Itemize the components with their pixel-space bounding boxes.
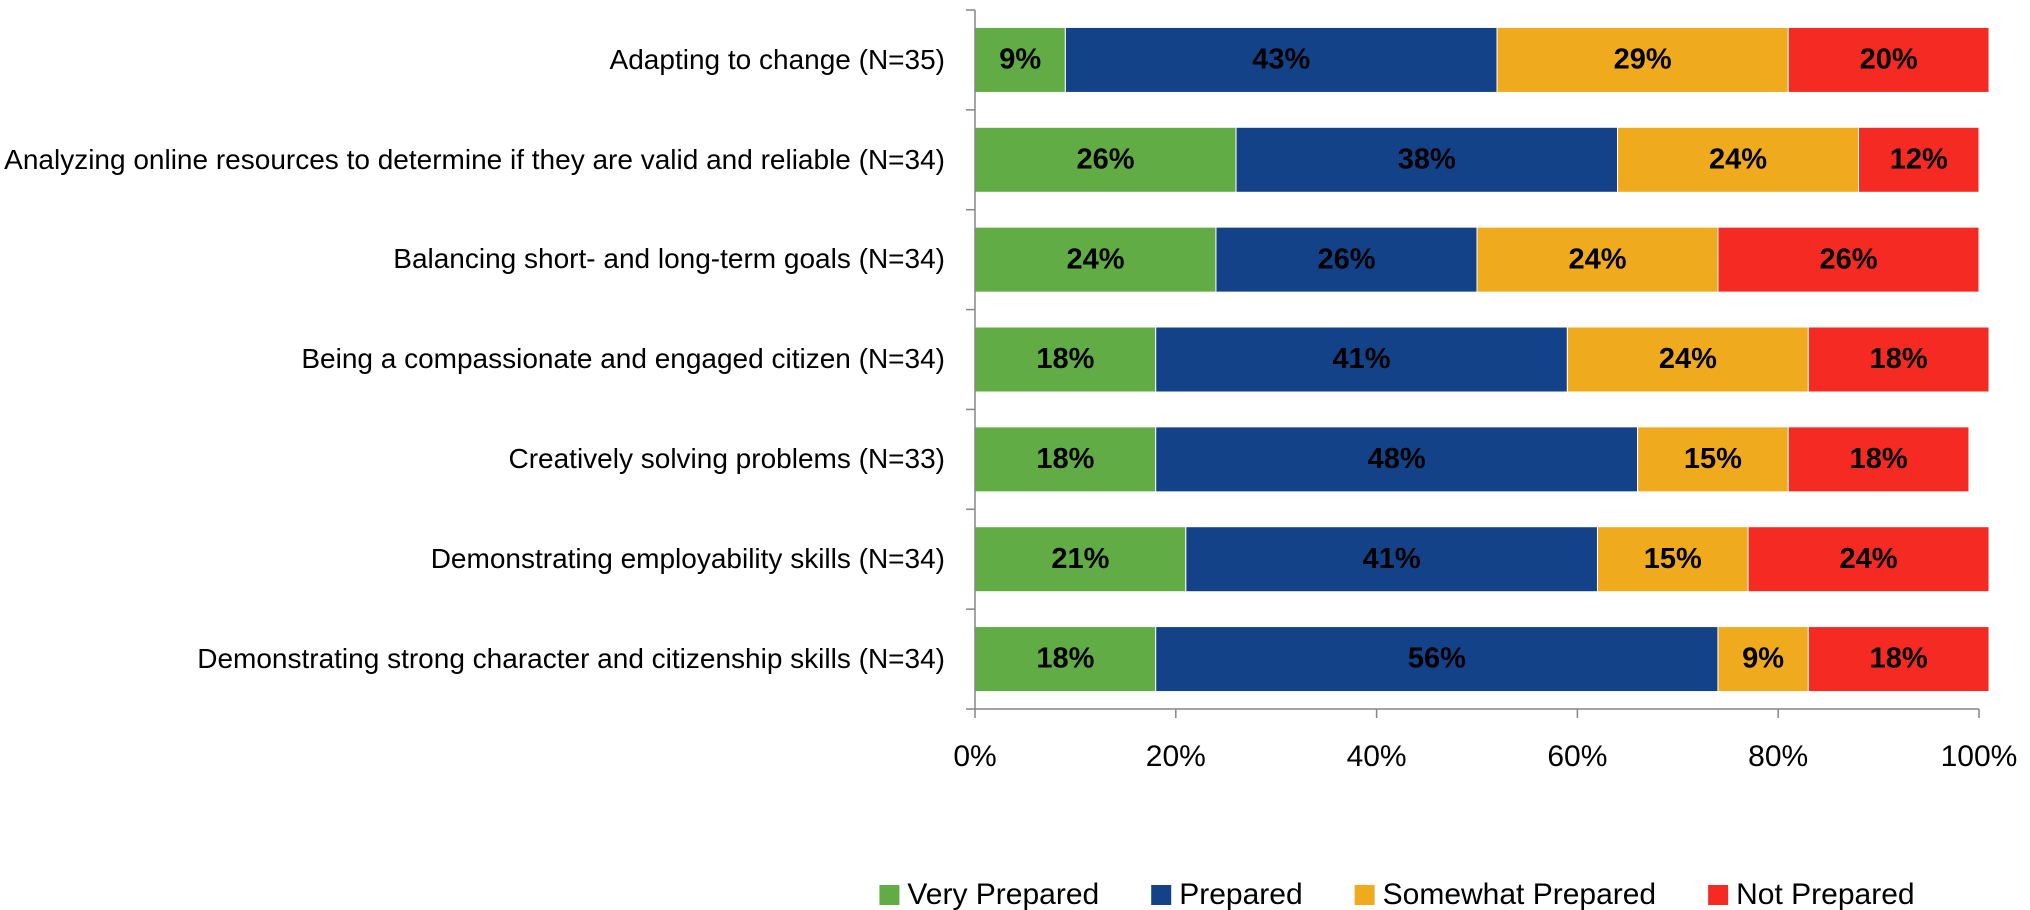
- bar-segment: [974, 126, 1237, 193]
- bar-segment: [1496, 26, 1789, 93]
- category-label: Analyzing online resources to determine …: [4, 143, 945, 175]
- bar-segment: [974, 326, 1157, 393]
- bar-segment: [1807, 326, 1990, 393]
- data-label: 24%: [1568, 243, 1626, 275]
- legend-label: Very Prepared: [907, 878, 1099, 910]
- data-label: 18%: [1870, 643, 1928, 675]
- category-label: Adapting to change (N=35): [609, 43, 945, 75]
- bar-segment: [1155, 426, 1639, 493]
- x-tick-label: 100%: [1941, 740, 2018, 773]
- bar-segment: [1637, 426, 1789, 493]
- bar-segment: [1185, 526, 1598, 593]
- data-label: 18%: [1870, 343, 1928, 375]
- category-label: Creatively solving problems (N=33): [508, 443, 945, 475]
- category-label: Being a compassionate and engaged citize…: [301, 343, 945, 375]
- category-label-box: Being a compassionate and engaged citize…: [301, 343, 945, 375]
- legend-label: Not Prepared: [1736, 878, 1914, 910]
- data-label: 21%: [1051, 543, 1109, 575]
- data-label: 41%: [1333, 343, 1391, 375]
- data-label: 24%: [1659, 343, 1717, 375]
- data-label: 24%: [1840, 543, 1898, 575]
- category-label-box: Demonstrating strong character and citiz…: [197, 642, 945, 674]
- bar-segment: [1155, 326, 1568, 393]
- data-label: 56%: [1408, 643, 1466, 675]
- bar-segment: [974, 526, 1187, 593]
- bar-segment: [1617, 126, 1860, 193]
- x-tick-label: 60%: [1547, 740, 1607, 773]
- data-label: 26%: [1076, 143, 1134, 175]
- category-label-box: Adapting to change (N=35): [609, 43, 945, 75]
- legend-swatch: [1354, 885, 1375, 905]
- bar-segment: [1566, 326, 1809, 393]
- bar-segment: [1596, 526, 1749, 593]
- legend-swatch: [1708, 885, 1729, 905]
- data-label: 26%: [1317, 243, 1375, 275]
- bar-segment: [1858, 126, 1980, 193]
- x-tick-label: 0%: [953, 740, 996, 773]
- data-label: 12%: [1890, 143, 1948, 175]
- bar-segment: [974, 626, 1157, 693]
- bar-segment: [1747, 526, 1990, 593]
- bar-segment: [974, 426, 1157, 493]
- bar-segment: [1064, 26, 1498, 93]
- data-label: 26%: [1819, 243, 1877, 275]
- legend-swatch: [879, 885, 900, 905]
- data-label: 9%: [1742, 643, 1784, 675]
- bar-segment: [1717, 626, 1809, 693]
- legend-swatch: [1151, 885, 1172, 905]
- category-label: Demonstrating strong character and citiz…: [197, 642, 945, 674]
- data-label: 18%: [1036, 343, 1094, 375]
- bar-segment: [1215, 226, 1478, 293]
- data-label: 18%: [1850, 443, 1908, 475]
- data-label: 29%: [1614, 44, 1672, 76]
- bar-segment: [1787, 26, 1990, 93]
- data-label: 9%: [999, 44, 1041, 76]
- data-label: 41%: [1363, 543, 1421, 575]
- data-label: 48%: [1368, 443, 1426, 475]
- category-label-box: Balancing short- and long-term goals (N=…: [393, 243, 945, 275]
- category-label-box: Demonstrating employability skills (N=34…: [430, 543, 945, 574]
- x-tick-label: 40%: [1347, 740, 1407, 773]
- legend: Very Prepared Prepared Somewhat Prepared No…: [879, 878, 1915, 910]
- category-label-box: Analyzing online resources to determine …: [4, 143, 945, 175]
- bar-segment: [1807, 626, 1990, 693]
- x-tick-label: 20%: [1146, 740, 1206, 773]
- data-label: 18%: [1036, 643, 1094, 675]
- data-label: 15%: [1644, 543, 1702, 575]
- category-label: Balancing short- and long-term goals (N=…: [393, 243, 945, 275]
- bar-segment: [1787, 426, 1970, 493]
- legend-label: Prepared: [1179, 878, 1302, 910]
- data-label: 43%: [1252, 44, 1310, 76]
- data-label: 24%: [1709, 143, 1767, 175]
- bar-segment: [1717, 226, 1980, 293]
- category-label-box: Creatively solving problems (N=33): [508, 443, 945, 475]
- data-label: 24%: [1066, 243, 1124, 275]
- data-label: 20%: [1860, 44, 1918, 76]
- bar-segment: [974, 26, 1066, 93]
- data-label: 38%: [1398, 143, 1456, 175]
- legend-label: Somewhat Prepared: [1383, 878, 1657, 910]
- x-tick-label: 80%: [1748, 740, 1808, 773]
- data-label: 15%: [1684, 443, 1742, 475]
- data-label: 18%: [1036, 443, 1094, 475]
- bar-segment: [1235, 126, 1619, 193]
- category-label: Demonstrating employability skills (N=34…: [430, 543, 945, 574]
